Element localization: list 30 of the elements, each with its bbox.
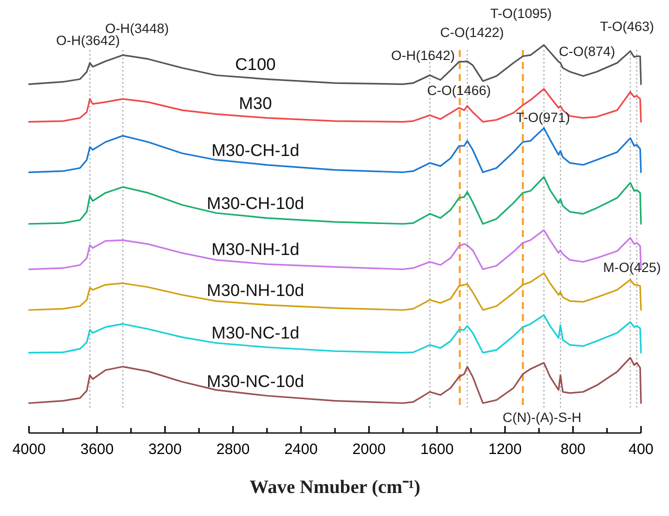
x-tick-label: 2000 xyxy=(352,441,386,458)
series-label: M30-NH-1d xyxy=(212,240,300,260)
annotation: C-O(874) xyxy=(558,44,616,59)
series-label: M30-NC-1d xyxy=(212,323,300,342)
x-tick-label: 1200 xyxy=(488,441,522,458)
series-label: M30-NC-10d xyxy=(206,372,304,391)
x-axis-title: Wave Nmuber (cm⁻¹) xyxy=(250,477,420,498)
annotation: O-H(1642) xyxy=(391,48,455,63)
text: O-H(3448) xyxy=(105,21,169,36)
x-tick-label: 4000 xyxy=(12,441,46,458)
series-label: M30 xyxy=(238,94,272,113)
series-label: M30-CH-10d xyxy=(206,194,304,214)
x-tick-label: 3600 xyxy=(80,441,114,458)
annotation: C-O(1466) xyxy=(427,83,491,98)
annotation: C(N)-(A)-S-H xyxy=(502,410,582,425)
annotation: M-O(425) xyxy=(603,260,661,275)
text: C-O(1422) xyxy=(440,25,504,40)
x-tick-label: 2400 xyxy=(284,441,318,458)
x-tick-label: 1600 xyxy=(420,441,454,458)
series-label: C100 xyxy=(235,55,276,74)
x-tick-label: 400 xyxy=(628,441,654,458)
series-label: M30-CH-1d xyxy=(212,140,300,160)
annotation: T-O(971) xyxy=(516,110,570,125)
text: T-O(463) xyxy=(600,19,654,34)
x-tick-label: 2800 xyxy=(216,441,250,458)
x-tick-label: 800 xyxy=(560,441,586,458)
x-tick-label: 3200 xyxy=(148,441,182,458)
series-label: M30-NH-10d xyxy=(206,280,304,300)
annotation: O-H(3642) xyxy=(56,33,120,48)
text: T-O(1095) xyxy=(490,6,552,21)
